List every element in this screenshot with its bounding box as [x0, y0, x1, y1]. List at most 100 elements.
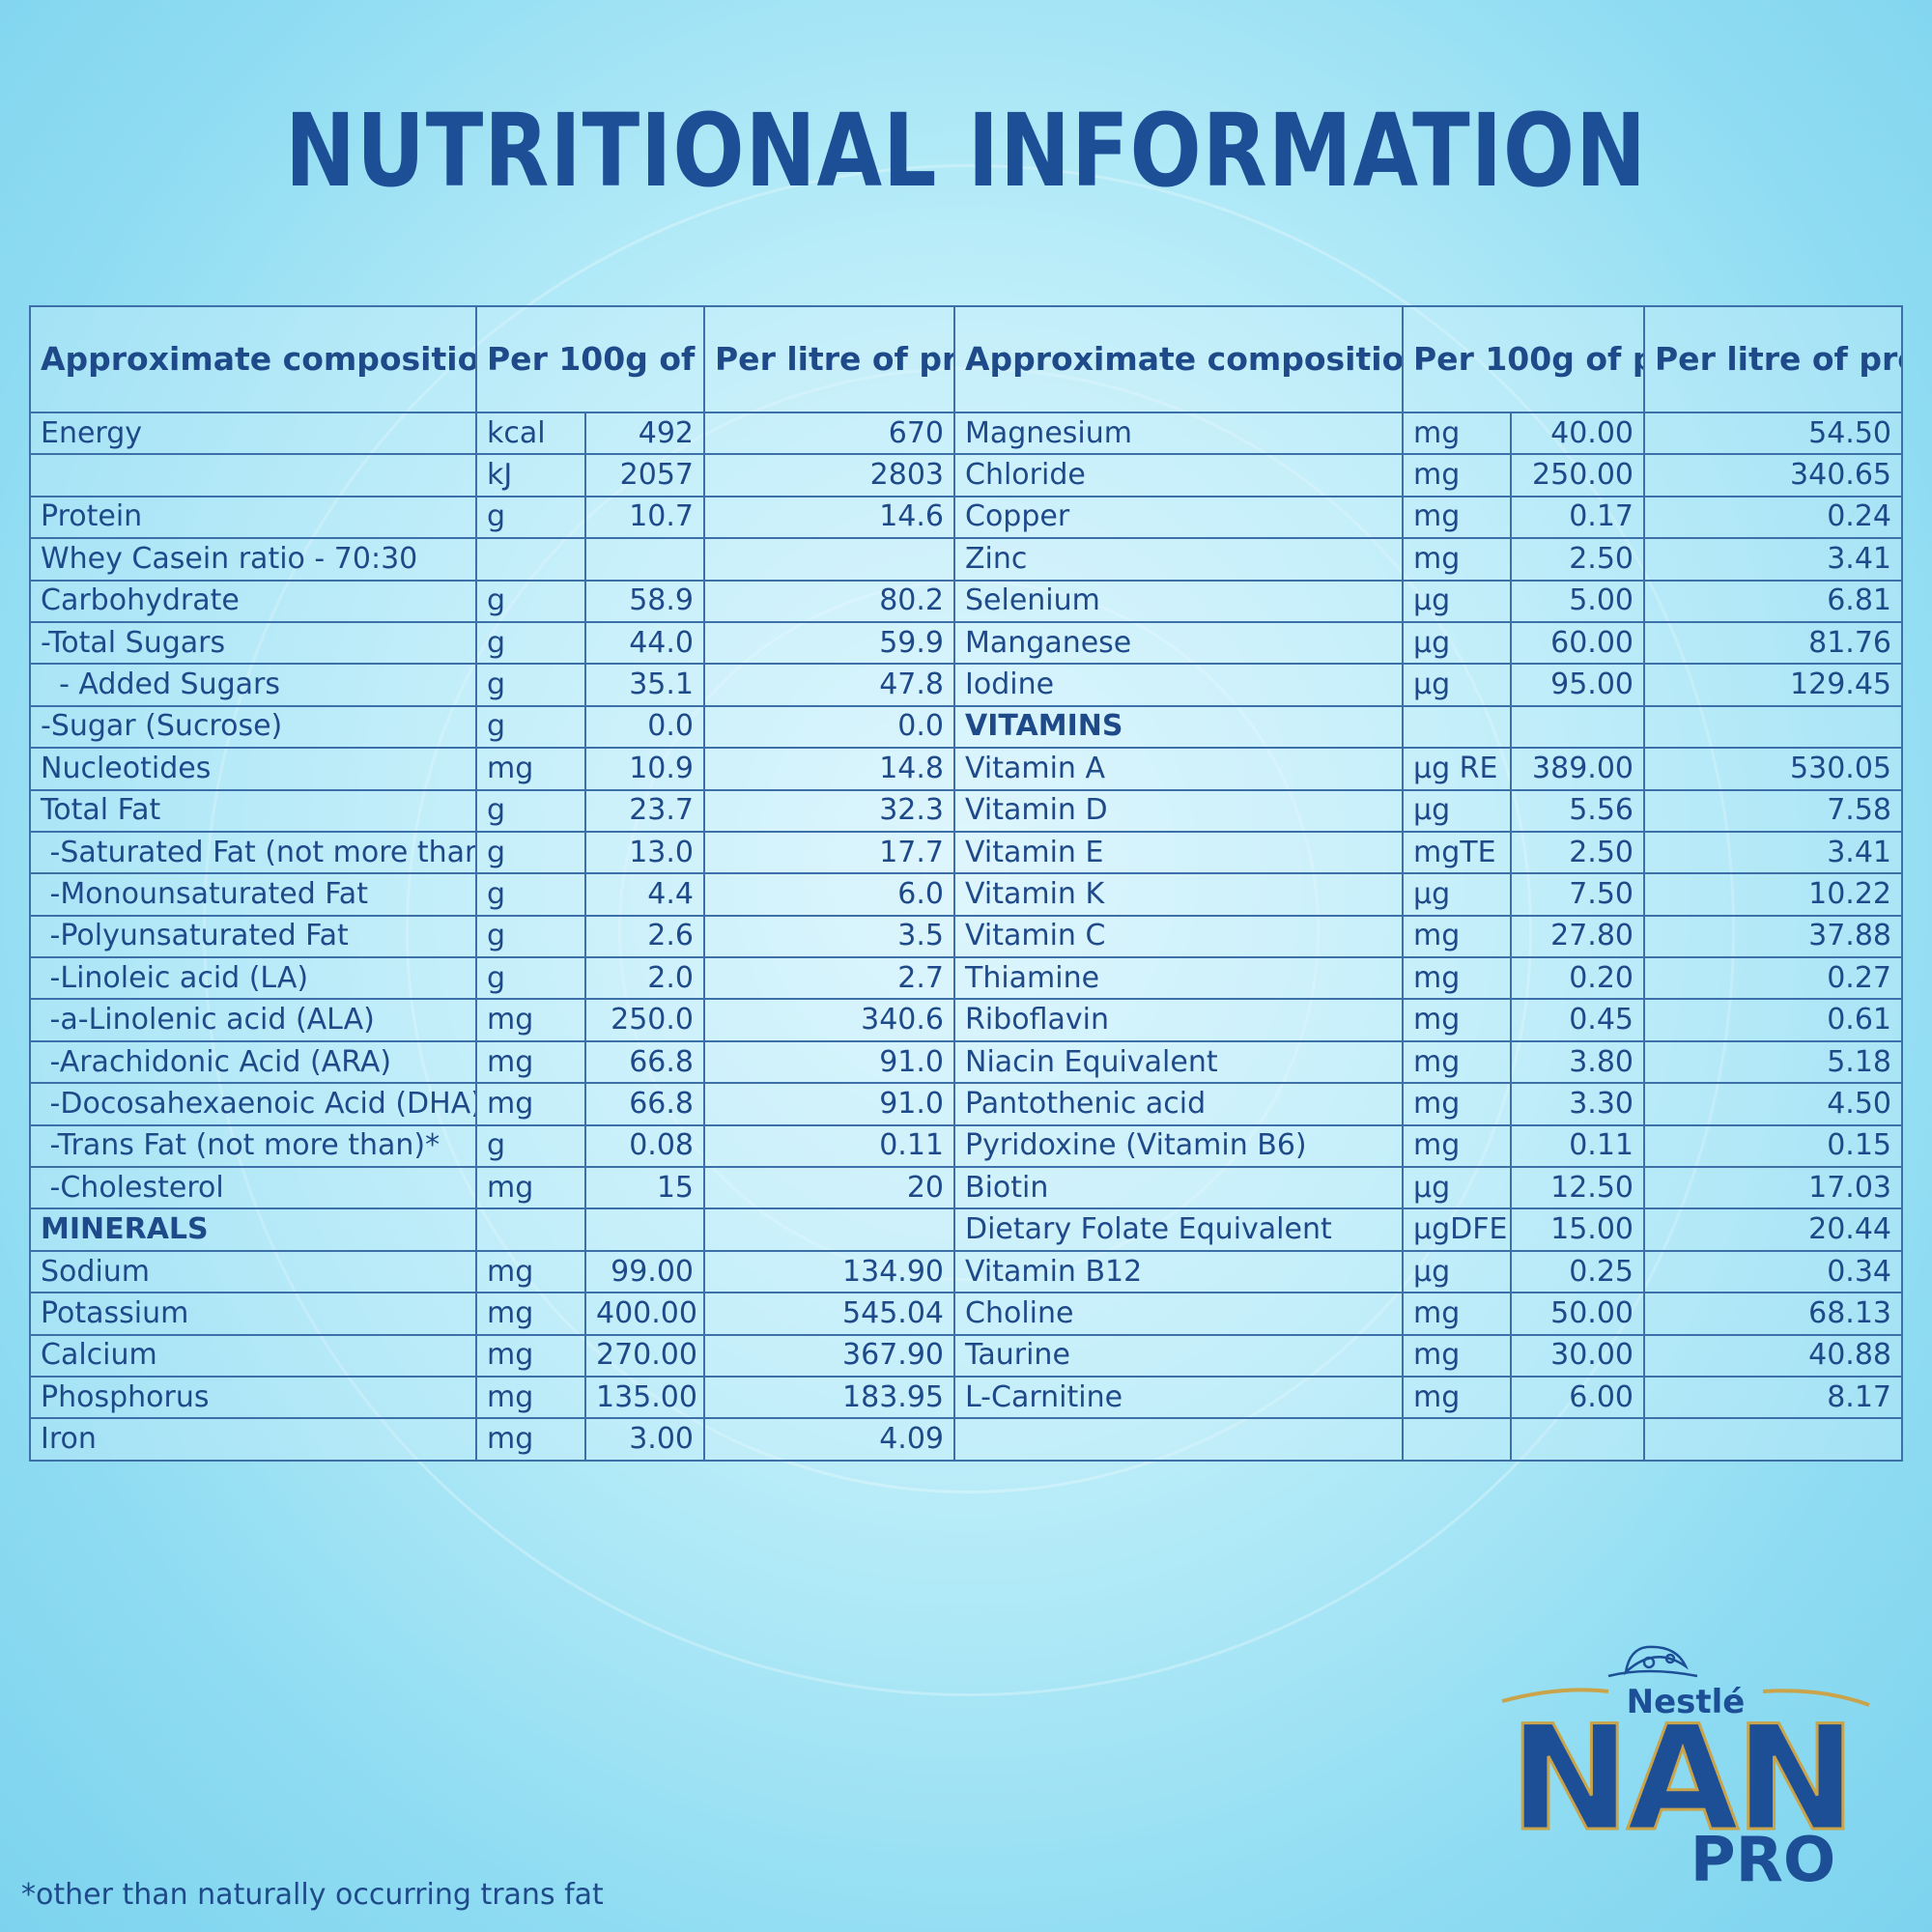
nutrient-name-left: Protein: [29, 495, 477, 540]
value-per-litre-left: 134.90: [703, 1249, 955, 1294]
value-per-litre-left: 91.0: [703, 1039, 955, 1085]
nutrient-name-left: [29, 453, 477, 497]
unit-right: µg: [1402, 1166, 1512, 1210]
value-per-100g-left: 400.00: [584, 1292, 705, 1336]
nutrient-name-right: Vitamin B12: [953, 1249, 1404, 1294]
value-per-litre-left: [703, 537, 955, 582]
unit-right: mg: [1402, 998, 1512, 1042]
value-per-litre-right: 81.76: [1643, 620, 1903, 666]
table-row: MINERALS Dietary Folate Equivalent µgDFE 15…: [29, 1208, 1903, 1252]
value-per-litre-left: 17.7: [703, 830, 955, 875]
value-per-litre-right: 17.03: [1643, 1166, 1903, 1210]
nutrient-name-right: L-Carnitine: [953, 1375, 1404, 1420]
unit-right: mg: [1402, 1082, 1512, 1126]
table-row: -Sugar (Sucrose) g 0.0 0.0 VITAMINS: [29, 704, 1903, 750]
value-per-100g-left: 2.6: [584, 914, 705, 959]
value-per-litre-left: 340.6: [703, 998, 955, 1042]
header-per-100g: Per 100g of powder: [475, 305, 705, 413]
unit-left: g: [475, 620, 586, 666]
nutrient-name-right: Pyridoxine (Vitamin B6): [953, 1123, 1404, 1169]
unit-left: g: [475, 1123, 586, 1169]
value-per-100g-left: 492: [584, 411, 705, 456]
value-per-litre-right: 68.13: [1643, 1292, 1903, 1336]
unit-right: µgDFE: [1402, 1208, 1512, 1252]
value-per-litre-right: [1643, 1417, 1903, 1462]
nutrient-name-left: Nucleotides: [29, 747, 477, 791]
value-per-100g-left: 58.9: [584, 579, 705, 623]
variant-text: PRO: [1690, 1825, 1836, 1889]
nutrient-name-right: Vitamin C: [953, 914, 1404, 959]
value-per-litre-left: 367.90: [703, 1333, 955, 1378]
unit-right: mg: [1402, 1375, 1512, 1420]
value-per-100g-left: 0.0: [584, 704, 705, 750]
table-row: Protein g 10.7 14.6 Copper mg 0.17 0.24: [29, 495, 1903, 540]
unit-right: mg: [1402, 1292, 1512, 1336]
value-per-litre-left: 3.5: [703, 914, 955, 959]
nutrient-name-left: Whey Casein ratio - 70:30: [29, 537, 477, 582]
unit-right: µg: [1402, 788, 1512, 833]
nutrient-name-left: -Monounsaturated Fat: [29, 872, 477, 917]
unit-right: [1402, 1417, 1512, 1462]
header-composition: Approximate composition: [29, 305, 477, 413]
value-per-100g-left: 270.00: [584, 1333, 705, 1378]
value-per-100g-left: 66.8: [584, 1082, 705, 1126]
value-per-litre-right: 8.17: [1643, 1375, 1903, 1420]
nutrient-name-left: MINERALS: [29, 1208, 477, 1252]
value-per-100g-left: 66.8: [584, 1039, 705, 1085]
value-per-litre-right: 0.27: [1643, 956, 1903, 1001]
unit-left: g: [475, 663, 586, 707]
table-row: -Trans Fat (not more than)* g 0.08 0.11 Pyri…: [29, 1123, 1903, 1169]
value-per-litre-right: 0.24: [1643, 495, 1903, 540]
value-per-100g-right: 2.50: [1510, 830, 1645, 875]
unit-right: mg: [1402, 537, 1512, 582]
value-per-litre-left: 2.7: [703, 956, 955, 1001]
value-per-100g-right: 12.50: [1510, 1166, 1645, 1210]
value-per-litre-right: 0.15: [1643, 1123, 1903, 1169]
value-per-100g-right: 0.17: [1510, 495, 1645, 540]
table-row: Potassium mg 400.00 545.04 Choline mg 50.00 68.…: [29, 1292, 1903, 1336]
value-per-100g-right: 15.00: [1510, 1208, 1645, 1252]
nutrient-name-left: -Docosahexaenoic Acid (DHA): [29, 1082, 477, 1126]
value-per-100g-right: 30.00: [1510, 1333, 1645, 1378]
value-per-litre-left: 0.0: [703, 704, 955, 750]
value-per-100g-right: [1510, 1417, 1645, 1462]
unit-right: mg: [1402, 956, 1512, 1001]
table-row: -Linoleic acid (LA) g 2.0 2.7 Thiamine mg 0.20…: [29, 956, 1903, 1001]
table-row: -a-Linolenic acid (ALA) mg 250.0 340.6 Ribof…: [29, 998, 1903, 1042]
unit-left: g: [475, 788, 586, 833]
nutrient-name-right: Vitamin K: [953, 872, 1404, 917]
value-per-litre-right: 0.34: [1643, 1249, 1903, 1294]
unit-right: mg: [1402, 495, 1512, 540]
unit-left: mg: [475, 747, 586, 791]
value-per-litre-right: 10.22: [1643, 872, 1903, 917]
value-per-100g-right: 60.00: [1510, 620, 1645, 666]
nutrient-name-left: Carbohydrate: [29, 579, 477, 623]
value-per-litre-right: 4.50: [1643, 1082, 1903, 1126]
value-per-litre-left: 14.6: [703, 495, 955, 540]
value-per-100g-left: 2057: [584, 453, 705, 497]
table-row: Energy kcal 492 670 Magnesium mg 40.00 54.50: [29, 411, 1903, 456]
unit-left: mg: [475, 1249, 586, 1294]
table-row: Iron mg 3.00 4.09: [29, 1417, 1903, 1462]
nutrient-name-right: Vitamin E: [953, 830, 1404, 875]
unit-left: g: [475, 704, 586, 750]
nutrient-name-left: -Trans Fat (not more than)*: [29, 1123, 477, 1169]
value-per-litre-right: 3.41: [1643, 830, 1903, 875]
nutrient-name-right: Vitamin A: [953, 747, 1404, 791]
unit-right: µg RE: [1402, 747, 1512, 791]
value-per-100g-right: 50.00: [1510, 1292, 1645, 1336]
value-per-100g-right: 0.20: [1510, 956, 1645, 1001]
value-per-100g-right: 95.00: [1510, 663, 1645, 707]
value-per-100g-right: 3.30: [1510, 1082, 1645, 1126]
nutrient-name-right: VITAMINS: [953, 704, 1404, 750]
product-name-text: NAN: [1509, 1695, 1852, 1863]
nestle-nest-icon: [1607, 1645, 1698, 1678]
unit-right: mg: [1402, 453, 1512, 497]
value-per-litre-right: 7.58: [1643, 788, 1903, 833]
brand-name-text: Nestlé: [1627, 1683, 1746, 1721]
nutrient-name-right: Riboflavin: [953, 998, 1404, 1042]
value-per-litre-right: 340.65: [1643, 453, 1903, 497]
value-per-100g-right: 0.25: [1510, 1249, 1645, 1294]
